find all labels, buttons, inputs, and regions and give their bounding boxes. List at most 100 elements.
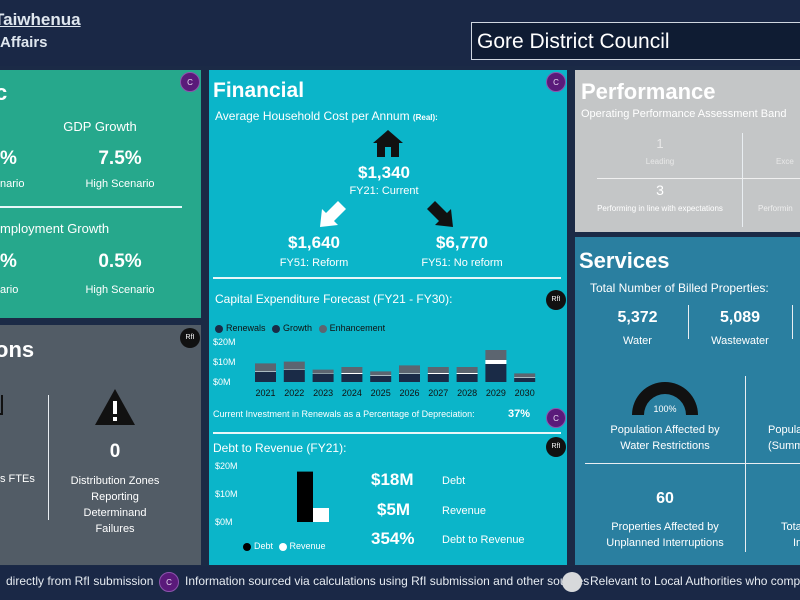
divider: [745, 376, 746, 552]
capex-xtick: 2026: [399, 388, 419, 398]
gdp-low-value: %: [0, 148, 17, 169]
capex-ytick: $10M: [213, 357, 236, 367]
capex-bar-growth: [456, 373, 478, 374]
financial-title: Financial: [213, 79, 305, 102]
debt-bar-revenue: [313, 508, 329, 522]
divider: [742, 133, 743, 227]
debt-ytick: $0M: [215, 517, 233, 527]
capex-bar-renewals: [427, 374, 449, 382]
debt-chart: $20M $10M $0M: [215, 461, 329, 527]
current-cost-value: $1,340: [358, 163, 410, 182]
wastewater-label: Wastewater: [711, 335, 769, 347]
capex-xtick: 2030: [515, 388, 535, 398]
council-selector[interactable]: Gore District Council: [471, 22, 800, 60]
arrow-down-left-icon: [320, 201, 346, 227]
capex-bar-enhancement: [514, 373, 536, 378]
capex-bar-enhancement: [312, 369, 334, 374]
capex-bar-renewals: [399, 374, 420, 382]
economic-panel: c C GDP Growth % nario 7.5% High Scenari…: [0, 70, 201, 318]
restrictions-gauge: [632, 382, 698, 415]
capex-bar-enhancement: [283, 361, 305, 370]
renewals-label: Current Investment in Renewals as a Perc…: [213, 409, 475, 419]
capex-bar-renewals: [485, 364, 507, 382]
capex-bar-enhancement: [255, 363, 276, 372]
revenue-value: $5M: [377, 500, 411, 519]
ratio-value: 354%: [371, 529, 415, 548]
economic-title: c: [0, 80, 8, 105]
debt-title: Debt to Revenue (FY21):: [213, 441, 347, 455]
legend-enhancement: Enhancement: [329, 323, 386, 333]
zones-label: Distribution Zones Reporting Determinand…: [70, 475, 160, 535]
capex-title: Capital Expenditure Forecast (FY21 - FY3…: [215, 292, 453, 306]
emp-low-value: %: [0, 251, 17, 272]
billed-properties-label: Total Number of Billed Properties:: [590, 281, 769, 295]
capex-bar-growth: [399, 373, 420, 374]
footer-la-text: Relevant to Local Authorities who comp: [590, 574, 800, 588]
capex-xtick: 2027: [428, 388, 448, 398]
capex-xtick: 2028: [457, 388, 477, 398]
debt-ytick: $20M: [215, 461, 238, 471]
services-panel: Services Total Number of Billed Properti…: [575, 237, 800, 565]
legend-growth: Growth: [283, 323, 313, 333]
debt-ytick: $10M: [215, 489, 238, 499]
zones-value: 0: [109, 441, 121, 462]
inline-value: 3: [656, 182, 664, 198]
emp-low-label: ario: [0, 284, 19, 296]
inline-label: Performing in line with expectations: [597, 204, 723, 213]
arrow-down-right-icon: [427, 201, 453, 227]
legend-enhancement-dot: [318, 324, 327, 333]
divider: [688, 305, 689, 339]
exceeding-label: Exce: [776, 157, 794, 166]
leading-value: 1: [656, 136, 664, 151]
footer-legend: directly from RfI submission C Informati…: [0, 566, 800, 600]
debt-bar-debt: [297, 471, 313, 522]
emp-high-label: High Scenario: [85, 284, 155, 296]
local-authority-badge: [562, 572, 582, 592]
capex-bar-renewals: [370, 376, 392, 382]
calculated-badge: C: [546, 72, 566, 92]
noreform-cost-value: $6,770: [436, 233, 488, 252]
gdp-low-label: nario: [0, 178, 25, 190]
gdp-high-label: High Scenario: [85, 178, 155, 190]
water-value: 5,372: [617, 309, 658, 326]
divider: [792, 305, 793, 339]
capex-xtick: 2025: [371, 388, 391, 398]
top-header: Taiwhenua Affairs Gore District Council: [0, 0, 800, 66]
wastewater-value: 5,089: [719, 309, 761, 326]
capex-bar-renewals: [312, 374, 334, 382]
rfi-badge: RfI: [180, 328, 200, 348]
debt-legend: Debt Revenue: [243, 541, 326, 551]
gdp-growth-label: GDP Growth: [63, 119, 137, 134]
staff-icon: [0, 395, 3, 415]
capex-bar-enhancement: [485, 350, 507, 360]
divider: [48, 395, 49, 520]
capex-bar-growth: [485, 360, 507, 364]
legend-growth-dot: [272, 324, 281, 333]
calculated-badge: C: [180, 72, 200, 92]
ratio-label: Debt to Revenue: [442, 534, 525, 546]
divider: [585, 463, 800, 464]
legend-renewals: Renewals: [226, 323, 266, 333]
leading-label: Leading: [645, 157, 675, 166]
performance-panel: Performance Operating Performance Assess…: [575, 70, 800, 232]
gdp-high-value: 7.5%: [98, 148, 142, 169]
capex-bar-renewals: [514, 378, 536, 382]
capex-ytick: $0M: [213, 377, 231, 387]
reform-cost-value: $1,640: [288, 233, 340, 252]
performing-label: Performin: [758, 204, 793, 213]
rfi-badge: RfI: [546, 437, 566, 457]
capex-bar-enhancement: [456, 367, 478, 373]
capex-bar-growth: [341, 373, 363, 374]
operations-title: ons: [0, 337, 35, 362]
reform-cost-label: FY51: Reform: [279, 257, 349, 269]
emp-high-value: 0.5%: [98, 251, 142, 272]
restrictions-label: Population Affected by Water Restriction…: [610, 424, 720, 452]
capex-xtick: 2024: [342, 388, 362, 398]
capex-legend: Renewals Growth Enhancement: [215, 323, 385, 333]
calculated-badge: C: [546, 408, 566, 428]
capex-bar-renewals: [283, 370, 305, 382]
brand-line-1: Taiwhenua: [0, 10, 81, 29]
debt-label: Debt: [442, 475, 466, 487]
capex-ytick: $20M: [213, 338, 236, 347]
operations-panel: ons RfI s FTEs 0 Distribution Zones Repo…: [0, 325, 201, 565]
